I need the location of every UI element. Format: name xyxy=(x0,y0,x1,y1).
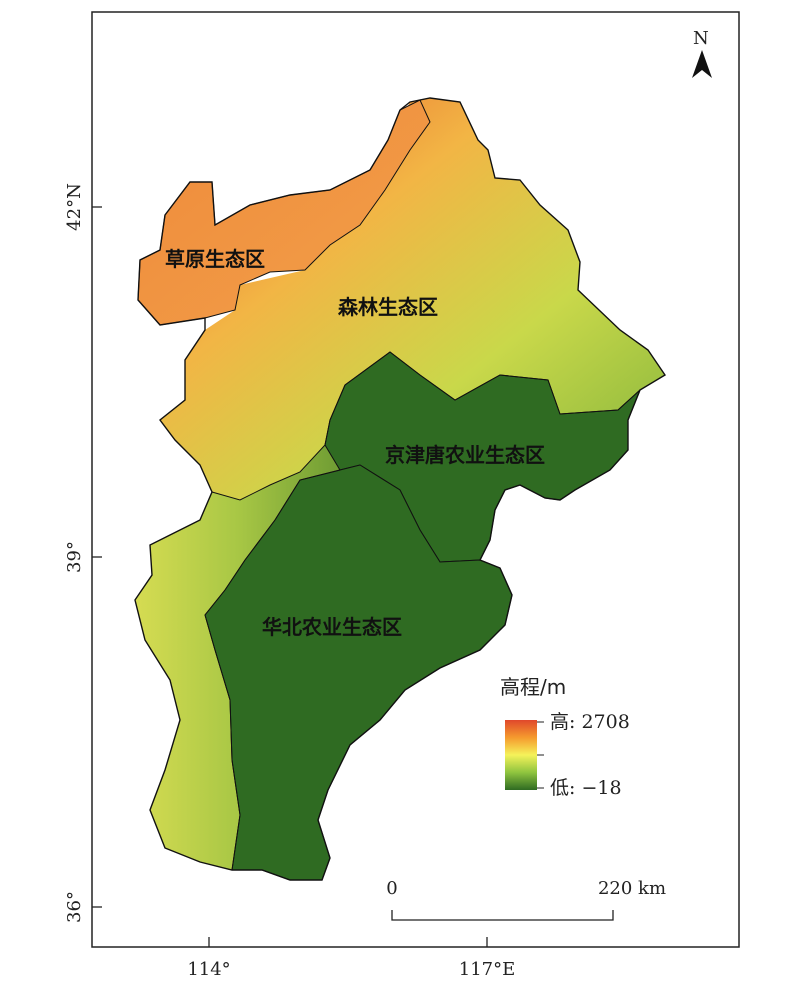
scale-bar-start-label: 0 xyxy=(386,878,397,899)
legend-low-label: 低: −18 xyxy=(550,777,622,799)
study-area-outline xyxy=(134,97,666,881)
y-axis: 42°N 39° 36° xyxy=(64,183,102,923)
jingjintang-region-label: 京津唐农业生态区 xyxy=(385,443,545,467)
y-tick-label-39: 39° xyxy=(64,541,85,573)
forest-region-area xyxy=(160,98,665,500)
forest-south-boundary xyxy=(211,351,641,501)
scale-bar-end-label: 220 km xyxy=(598,878,666,899)
y-tick-label-36: 36° xyxy=(64,891,85,923)
y-tick-label-42: 42°N xyxy=(64,183,85,231)
legend-color-ramp xyxy=(505,720,537,790)
huabei-west-boundary xyxy=(204,469,341,871)
map-frame xyxy=(91,11,740,948)
grassland-region-label: 草原生态区 xyxy=(165,247,265,271)
north-arrow-label: N xyxy=(693,28,709,49)
north-arrow-icon: N xyxy=(692,28,712,78)
forest-region-label: 森林生态区 xyxy=(338,295,438,319)
legend-title: 高程/m xyxy=(500,675,566,699)
x-axis: 114° 117°E xyxy=(187,937,515,980)
elevation-legend: 高程/m 高: 2708 低: −18 xyxy=(500,675,630,799)
x-tick-label-117: 117°E xyxy=(459,959,516,980)
western-foothill-area xyxy=(135,445,340,870)
scale-bar: 0 220 km xyxy=(386,878,666,921)
legend-high-label: 高: 2708 xyxy=(550,711,630,733)
x-tick-label-114: 114° xyxy=(187,959,230,980)
huabei-region-label: 华北农业生态区 xyxy=(262,615,402,639)
